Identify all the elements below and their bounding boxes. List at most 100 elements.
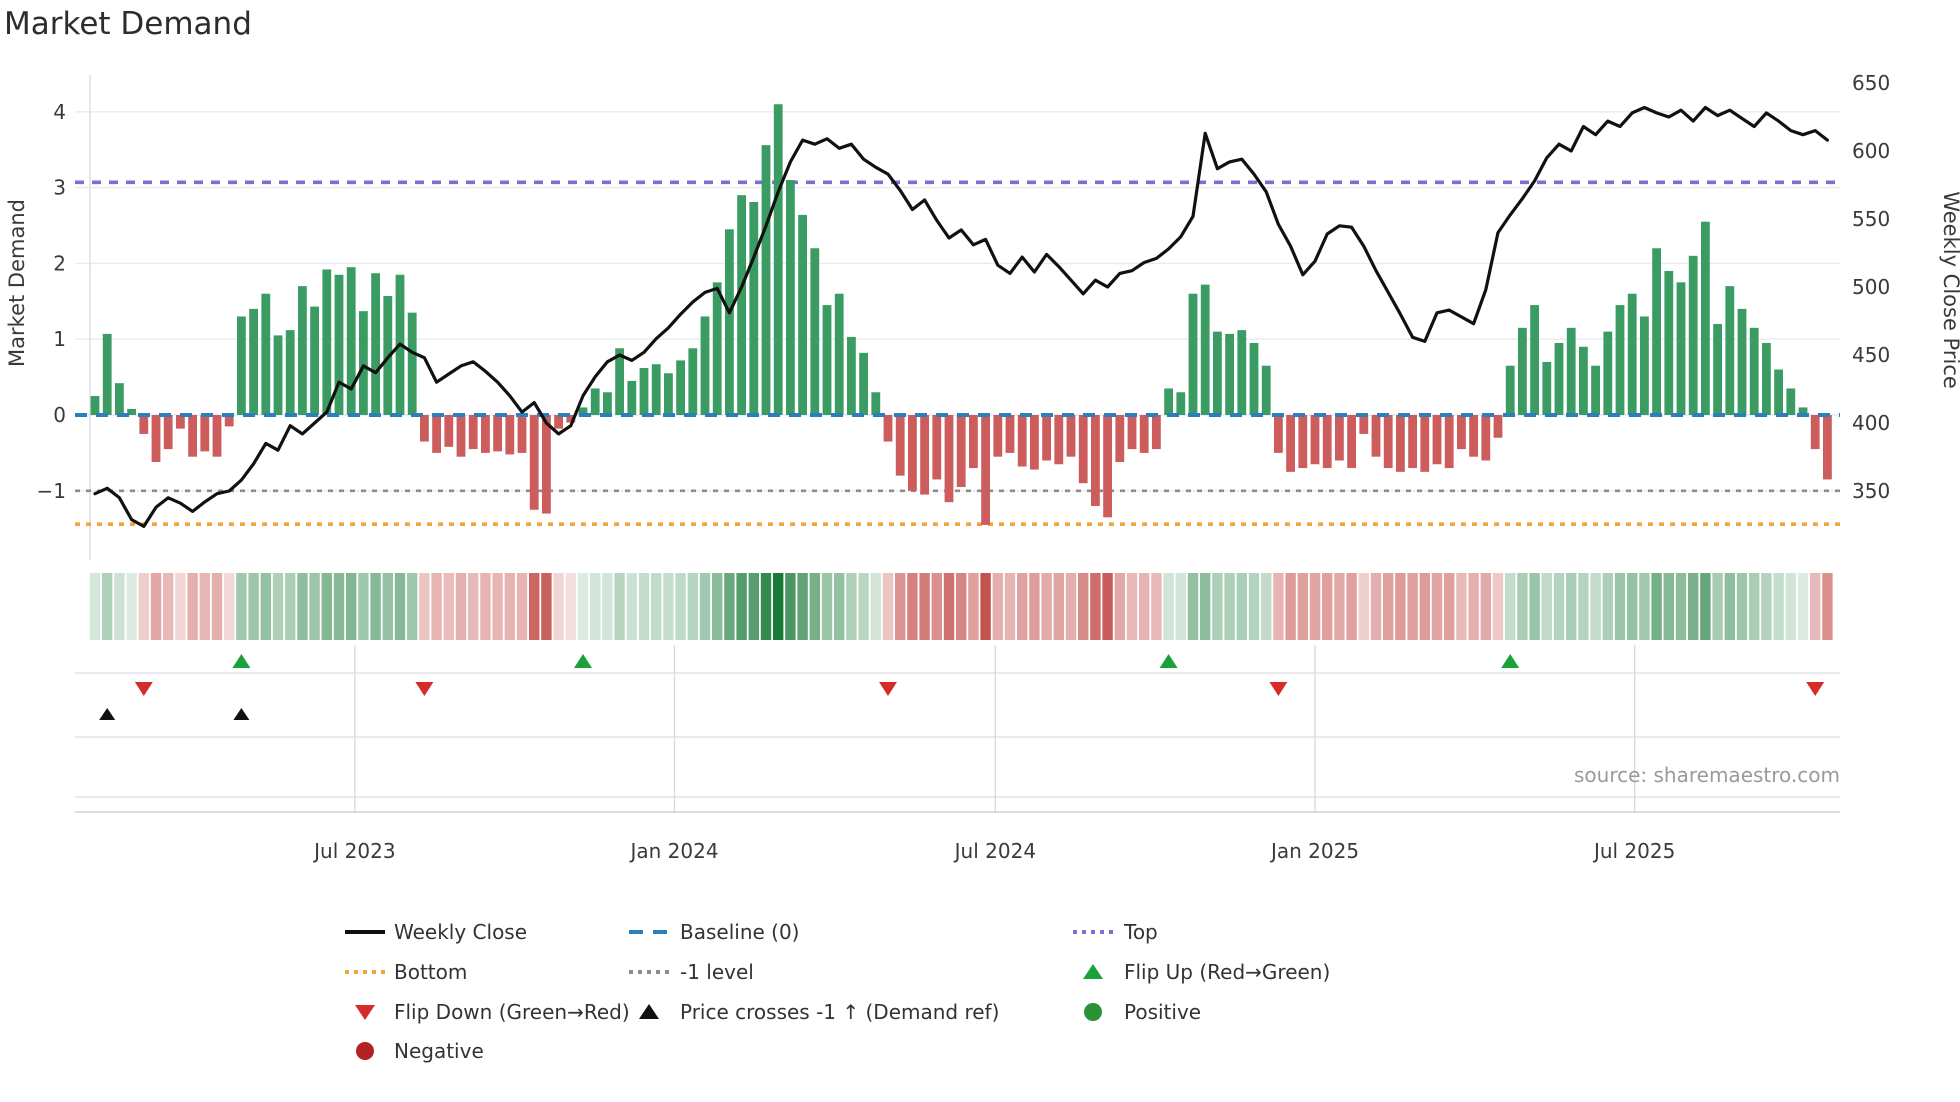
demand-bar	[749, 202, 759, 415]
demand-bar	[310, 306, 319, 415]
demand-bar	[944, 415, 954, 503]
heatmap-cell	[272, 573, 284, 640]
heatmap-cell	[1785, 573, 1796, 640]
demand-bar	[1335, 415, 1344, 461]
legend-triangle-up-swatch	[1083, 964, 1103, 979]
heatmap-cell	[150, 573, 162, 640]
y-right-tick-label: 400	[1852, 411, 1890, 435]
heatmap-cell	[1273, 573, 1284, 640]
demand-bar	[1078, 415, 1088, 484]
legend-item: Weekly Close	[345, 920, 527, 944]
demand-bar	[1444, 415, 1454, 469]
demand-bar	[1274, 415, 1283, 453]
demand-bar	[1286, 415, 1295, 472]
demand-bar	[334, 274, 344, 415]
page-title: Market Demand	[4, 6, 252, 42]
flip-down-marker	[879, 682, 897, 696]
demand-bar	[102, 333, 112, 415]
heatmap-cell	[895, 573, 906, 640]
demand-bar	[542, 415, 551, 514]
demand-bar	[1786, 388, 1796, 415]
demand-bars	[90, 104, 1832, 525]
demand-bar	[981, 415, 990, 525]
heatmap-cell	[492, 573, 503, 640]
heatmap-cell	[455, 573, 467, 640]
demand-bar	[725, 229, 734, 415]
heatmap-cell	[1602, 573, 1613, 640]
demand-bar	[969, 415, 978, 469]
heatmap-cell	[797, 573, 808, 640]
heatmap-cell	[1517, 573, 1528, 640]
heatmap-cell	[1261, 573, 1272, 640]
heatmap-cell	[102, 573, 113, 640]
demand-bar	[1030, 415, 1039, 470]
heatmap-cell	[138, 573, 149, 640]
heatmap-cell	[1163, 573, 1174, 640]
y-right-tick-label: 350	[1852, 479, 1890, 503]
heatmap-cell	[1297, 573, 1308, 640]
demand-bar	[603, 392, 612, 415]
demand-bar	[883, 415, 893, 442]
legend-label: Weekly Close	[394, 920, 527, 944]
heatmap-cell	[504, 573, 515, 640]
demand-bar	[847, 336, 856, 415]
demand-bar	[1103, 415, 1112, 518]
demand-bar	[1737, 308, 1747, 415]
demand-bar	[1725, 286, 1735, 415]
heatmap-cell	[846, 573, 857, 640]
heatmap-cell	[1541, 573, 1552, 640]
heatmap-cell	[809, 573, 820, 640]
demand-bar	[505, 415, 515, 455]
heatmap-cell	[1187, 573, 1199, 640]
demand-bar	[224, 415, 234, 427]
demand-bar	[920, 415, 929, 495]
heatmap-cell	[236, 573, 247, 640]
y-left-tick-label: 0	[53, 403, 66, 427]
heatmap-cell	[529, 573, 540, 640]
legend-label: Price crosses -1 ↑ (Demand ref)	[680, 1000, 999, 1024]
heatmap-cell	[724, 573, 735, 640]
event-markers	[99, 654, 1825, 720]
flip-up-marker	[1159, 654, 1178, 668]
demand-bar	[493, 415, 502, 452]
demand-bar	[1579, 346, 1588, 415]
heatmap-cell	[1102, 573, 1113, 640]
heatmap-cell	[687, 573, 698, 640]
demand-bar	[1359, 415, 1369, 434]
heatmap-cell	[1126, 573, 1138, 640]
heatmap-cell	[577, 573, 589, 640]
demand-bar	[1542, 361, 1552, 415]
demand-bar	[212, 415, 222, 457]
heatmap-cell	[943, 573, 955, 640]
demand-bar	[1152, 415, 1161, 450]
demand-bar	[1176, 392, 1186, 415]
demand-bar	[1481, 415, 1491, 461]
heatmap-cell	[590, 573, 601, 640]
demand-bar	[1652, 248, 1661, 415]
demand-bar	[1627, 293, 1637, 415]
heatmap-cell	[736, 573, 747, 640]
demand-bar	[1713, 324, 1722, 415]
demand-bar	[1701, 221, 1710, 415]
heatmap-cell	[919, 573, 930, 640]
heatmap-cell	[760, 573, 772, 640]
heatmap-cell	[712, 573, 723, 640]
y-left-tick-label: −1	[37, 479, 66, 503]
heatmap-cell	[321, 573, 332, 640]
legend-item: Flip Down (Green→Red)	[355, 1000, 630, 1024]
heatmap-cell	[1236, 573, 1247, 640]
heatmap-cell	[1761, 573, 1772, 640]
legend-label: Baseline (0)	[680, 920, 799, 944]
legend-label: Flip Down (Green→Red)	[394, 1000, 630, 1024]
demand-bar	[1810, 415, 1820, 450]
demand-bar	[359, 311, 368, 415]
heatmap-cell	[1248, 573, 1260, 640]
demand-bar	[1213, 331, 1222, 415]
demand-bar	[590, 388, 600, 415]
heatmap-cell	[346, 573, 357, 640]
heatmap-cell	[1090, 573, 1101, 640]
y-left-tick-label: 3	[53, 176, 66, 200]
heatmap-cell	[1456, 573, 1467, 640]
